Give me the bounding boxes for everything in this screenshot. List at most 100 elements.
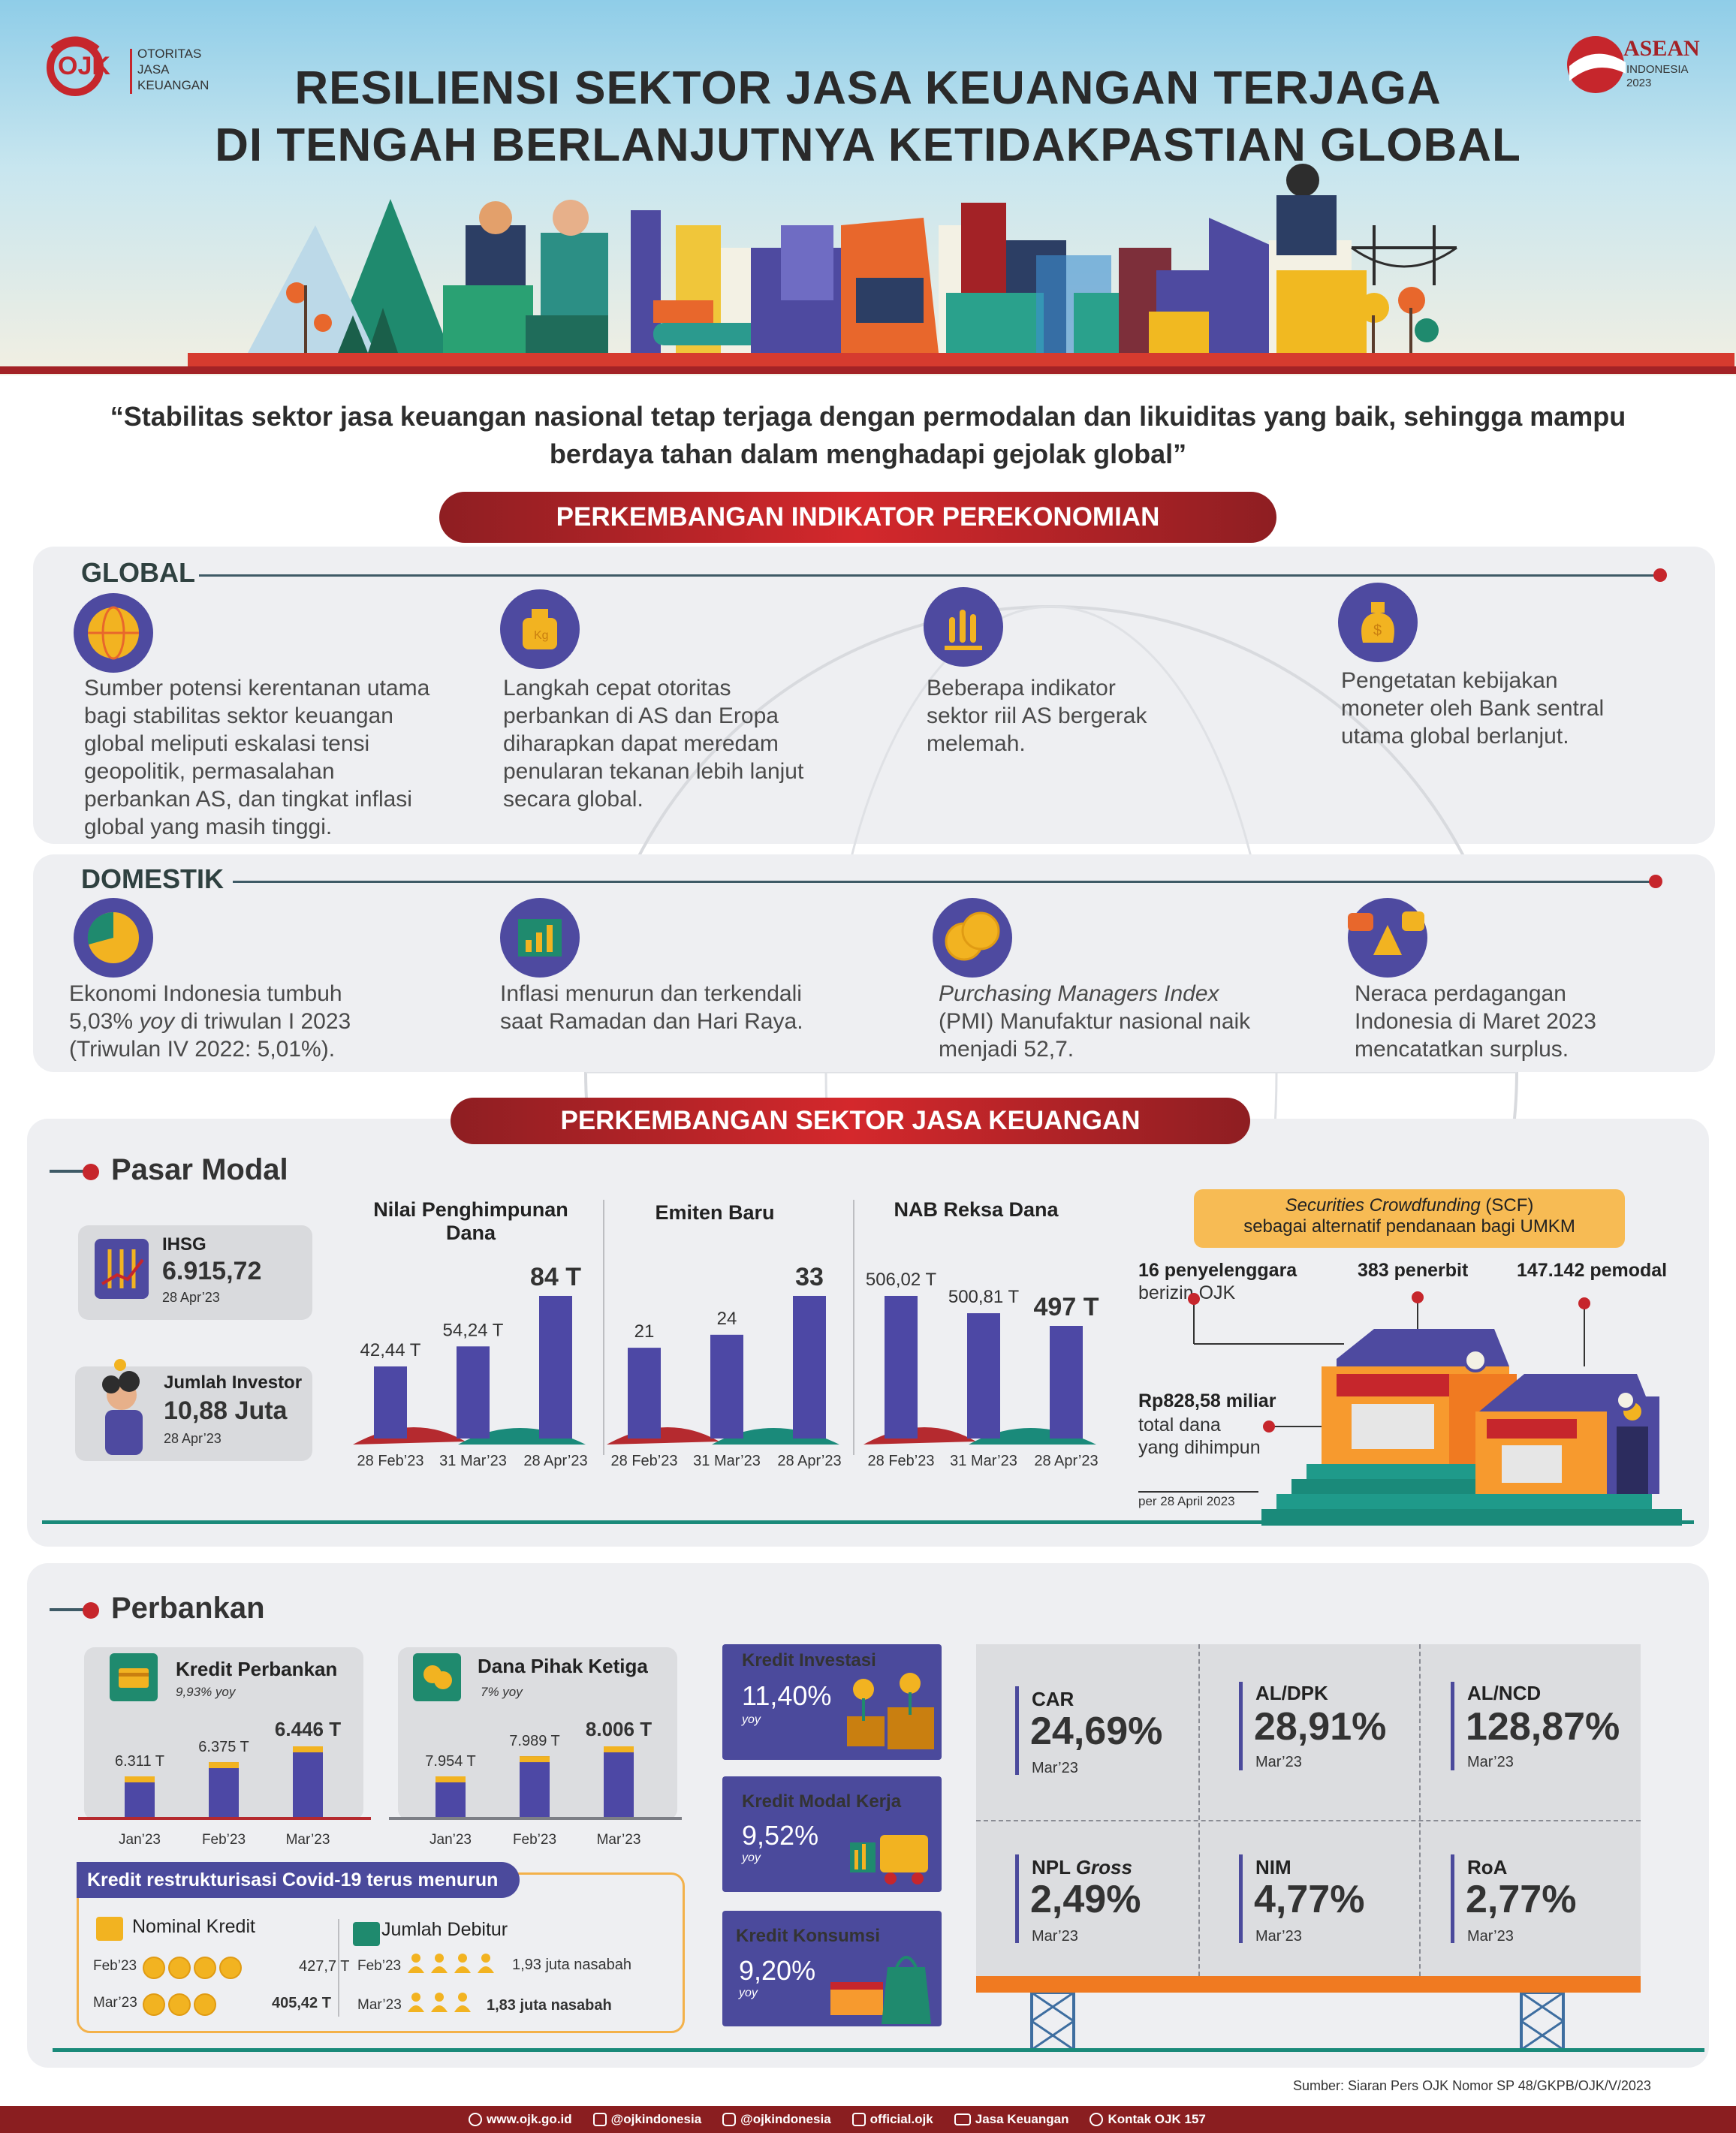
chart-3-title: NAB Reksa Dana [894, 1198, 1059, 1221]
footer-item-youtube[interactable]: Jasa Keuangan [954, 2112, 1069, 2127]
ratio-npl-date: Mar’23 [1032, 1928, 1078, 1945]
ojk-logo-text-2: JASA [137, 62, 170, 77]
debitur-row-2-people [405, 1991, 475, 2016]
global-divider [199, 574, 1659, 577]
kredit-modal-kerja-value: 9,52% [742, 1820, 819, 1851]
person-icon [452, 1991, 473, 2012]
debitur-row-1-value: 1,93 juta nasabah [512, 1957, 632, 1973]
header-banner: OJK OTORITAS JASA KEUANGAN ASEAN INDONES… [0, 0, 1736, 375]
chart-3-bar-1 [885, 1296, 918, 1439]
ratio-grid-divider-v1 [1198, 1644, 1200, 1976]
coin-icon [168, 1993, 191, 2016]
money-bag-icon: $ [1338, 583, 1418, 662]
kredit-title: Kredit Perbankan [176, 1658, 338, 1680]
chart-2-bar-2 [710, 1334, 743, 1439]
investor-illustration [102, 1359, 143, 1455]
footer-item-instagram[interactable]: @ojkindonesia [722, 2112, 831, 2127]
domestik-item-2-text: Inflasi menurun dan terkendali saat Rama… [500, 981, 803, 1034]
coin-icon [194, 1993, 216, 2016]
nominal-row-2-coins [143, 1993, 219, 2020]
coins-icon [933, 898, 1012, 978]
chart-3-label-1: 506,02 T [866, 1270, 937, 1290]
ihsg-icon [95, 1239, 149, 1299]
investment-plant-icon [847, 1673, 934, 1749]
scf-penerbit: 383 penerbit [1358, 1260, 1469, 1281]
asean-country: INDONESIA [1626, 63, 1689, 76]
chart-2-wave-teal [712, 1428, 839, 1445]
domestik-item-1-part-1: Ekonomi Indonesia tumbuh 5,03% [69, 981, 342, 1034]
chart-1-tick-2: 31 Mar’23 [439, 1453, 507, 1469]
global-item-4-text: Pengetatan kebijakan moneter oleh Bank s… [1341, 668, 1605, 749]
chart-2-bar-1 [628, 1348, 661, 1439]
coin-icon [194, 1957, 216, 1979]
debitur-icon [353, 1922, 380, 1946]
kredit-tick-2: Feb’23 [202, 1832, 246, 1848]
chart-3-bar-3 [1050, 1326, 1083, 1439]
kredit-bar-1 [125, 1776, 155, 1817]
globe-icon [469, 2113, 482, 2126]
perbankan-marker-dot [83, 1602, 99, 1619]
domestik-item-1-part-2: yoy [139, 1009, 175, 1034]
global-label: GLOBAL [81, 557, 195, 588]
ratio-npl-mark [1015, 1854, 1019, 1943]
chart-1-label-3: 84 T [530, 1263, 581, 1291]
chart-1-wave-red [353, 1427, 466, 1445]
ratio-grid-leg-right [1520, 1993, 1565, 2050]
scf-penyelenggara-rest: berizin OJK [1138, 1282, 1236, 1303]
chart-3-tick-1: 28 Feb’23 [868, 1453, 935, 1469]
scf-title: Securities Crowdfunding (SCF) [1194, 1195, 1625, 1216]
footer-twitter-text: @ojkindonesia [610, 2112, 702, 2126]
scf-houses-illustration [1188, 1291, 1682, 1526]
dpk-tick-2: Feb’23 [513, 1832, 556, 1848]
chart-1-label-2: 54,24 T [443, 1320, 504, 1340]
dpk-bar-3 [604, 1746, 634, 1817]
chart-3-bar-2 [967, 1313, 1000, 1439]
globe-icon [74, 593, 153, 673]
ratio-grid-base [976, 1976, 1641, 1993]
twitter-icon [592, 2113, 607, 2126]
pasar-modal-marker-line [50, 1170, 87, 1173]
global-item-1-text: Sumber potensi kerentanan utama bagi sta… [84, 676, 430, 839]
ratio-alncd-label: AL/NCD [1467, 1682, 1542, 1704]
growth-chart-icon [500, 898, 580, 978]
footer-item-web[interactable]: www.ojk.go.id [469, 2112, 572, 2127]
svg-text:$: $ [1373, 622, 1382, 639]
footer-youtube-text: Jasa Keuangan [975, 2112, 1069, 2126]
perbankan-baseline [53, 2048, 1704, 2052]
ihsg-label: IHSG [162, 1234, 206, 1255]
logo-divider [130, 49, 132, 94]
footer-bar: www.ojk.go.id @ojkindonesia @ojkindonesi… [0, 2106, 1736, 2133]
dpk-bar-cap-2 [520, 1756, 550, 1763]
kredit-bar-cap-1 [125, 1776, 155, 1782]
person-icon [429, 1952, 450, 1973]
person-icon [452, 1952, 473, 1973]
instagram-icon [722, 2113, 737, 2126]
footer-item-phone[interactable]: Kontak OJK 157 [1090, 2112, 1206, 2127]
scf-as-of-line [1138, 1491, 1258, 1493]
chart-1-tick-1: 28 Feb’23 [357, 1453, 424, 1469]
pasar-modal-title: Pasar Modal [111, 1153, 288, 1186]
restrukturisasi-title: Kredit restrukturisasi Covid-19 terus me… [77, 1862, 520, 1898]
chart-1-bar-3 [539, 1296, 572, 1439]
nominal-row-1-coins [143, 1957, 245, 1983]
debitur-row-2-value: 1,83 juta nasabah [487, 1997, 612, 2014]
domestik-item-3-part-1: Purchasing Managers Index [939, 981, 1219, 1006]
chart-2-title: Emiten Baru [655, 1201, 775, 1224]
investor-date: 28 Apr’23 [164, 1431, 222, 1446]
scf-banner: Securities Crowdfunding (SCF) sebagai al… [1194, 1189, 1625, 1248]
footer-item-twitter[interactable]: @ojkindonesia [592, 2112, 702, 2127]
chart-separator-2 [853, 1200, 854, 1455]
dpk-tick-3: Mar’23 [597, 1832, 641, 1848]
footer-item-facebook[interactable]: official.ojk [851, 2112, 933, 2127]
asean-logo: ASEAN INDONESIA 2023 [1562, 29, 1712, 100]
chart-3-label-2: 500,81 T [948, 1287, 1020, 1307]
chart-3-label-3: 497 T [1034, 1293, 1099, 1321]
asean-emblem-icon [1567, 36, 1626, 93]
coin-icon [219, 1957, 242, 1979]
scf-subtitle: sebagai alternatif pendanaan bagi UMKM [1243, 1216, 1575, 1237]
dpk-title: Dana Pihak Ketiga [478, 1655, 648, 1677]
ratio-npl-label: NPL Gross [1032, 1856, 1132, 1879]
weight-icon: Kg [500, 589, 580, 669]
